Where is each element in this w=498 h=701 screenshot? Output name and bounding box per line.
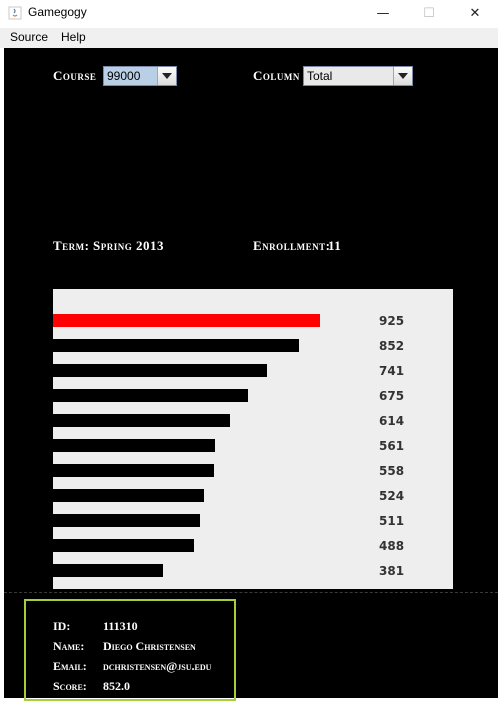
course-dropdown-button[interactable] xyxy=(157,67,176,85)
score-bar-label: 852 xyxy=(379,339,404,353)
column-select-value: Total xyxy=(304,67,395,85)
chevron-down-icon xyxy=(398,73,408,79)
score-bar-label: 561 xyxy=(379,439,404,453)
divider xyxy=(4,592,498,593)
score-bar-label: 488 xyxy=(379,539,404,553)
student-info-panel: ID: 111310 Name: Diego Christensen Email… xyxy=(24,599,236,701)
score-bar-label: 381 xyxy=(379,564,404,578)
score-bar[interactable] xyxy=(53,564,163,577)
score-label: Score: xyxy=(53,679,87,693)
email-value: dchristensen@jsu.edu xyxy=(103,659,212,673)
score-bar[interactable] xyxy=(53,364,267,377)
main-panel: Course 99000 Column Total Term: Spring 2… xyxy=(4,48,498,701)
score-bar[interactable] xyxy=(53,489,204,502)
enrollment-label: Enrollment: xyxy=(253,238,331,253)
score-bar-label: 925 xyxy=(379,314,404,328)
column-dropdown-button[interactable] xyxy=(393,67,412,85)
id-value: 111310 xyxy=(103,619,138,633)
java-icon xyxy=(8,6,22,20)
column-select[interactable]: Total xyxy=(303,66,413,86)
menu-help[interactable]: Help xyxy=(61,30,86,44)
minimize-button[interactable]: — xyxy=(376,6,390,21)
menu-source[interactable]: Source xyxy=(10,30,49,44)
score-chart: 925 852 741 675 614 561 558 524 511 488 381 xyxy=(53,289,453,589)
window-title: Gamegogy xyxy=(28,5,87,19)
menu-bar: Source Help xyxy=(0,28,498,48)
enrollment-value: 11 xyxy=(328,238,342,253)
title-bar: Gamegogy — ☐ ✕ xyxy=(0,0,498,29)
score-bar-label: 614 xyxy=(379,414,404,428)
term-label: Term: xyxy=(53,238,90,253)
score-bar[interactable] xyxy=(53,464,214,477)
score-bar[interactable] xyxy=(53,339,299,352)
id-label: ID: xyxy=(53,619,71,633)
score-bar[interactable] xyxy=(53,439,215,452)
name-value: Diego Christensen xyxy=(103,639,196,653)
score-bar[interactable] xyxy=(53,414,230,427)
score-bar-label: 524 xyxy=(379,489,404,503)
email-label: Email: xyxy=(53,659,87,673)
course-label: Course xyxy=(53,68,97,83)
score-bar[interactable] xyxy=(53,514,200,527)
course-select[interactable]: 99000 xyxy=(103,66,177,86)
course-select-value: 99000 xyxy=(104,67,159,85)
score-bar[interactable] xyxy=(53,314,320,327)
score-bar[interactable] xyxy=(53,389,248,402)
maximize-button[interactable]: ☐ xyxy=(423,6,435,21)
close-button[interactable]: ✕ xyxy=(469,6,481,21)
score-value: 852.0 xyxy=(103,679,130,693)
score-chart-svg: 925 852 741 675 614 561 558 524 511 488 381 xyxy=(53,314,404,578)
score-bar-label: 558 xyxy=(379,464,404,478)
chevron-down-icon xyxy=(162,73,172,79)
score-bar-label: 741 xyxy=(379,364,404,378)
score-bar[interactable] xyxy=(53,539,194,552)
term-value: Spring 2013 xyxy=(93,238,164,253)
score-bar-label: 675 xyxy=(379,389,404,403)
score-bar-label: 511 xyxy=(379,514,404,528)
name-label: Name: xyxy=(53,639,85,653)
column-label: Column xyxy=(253,68,300,83)
